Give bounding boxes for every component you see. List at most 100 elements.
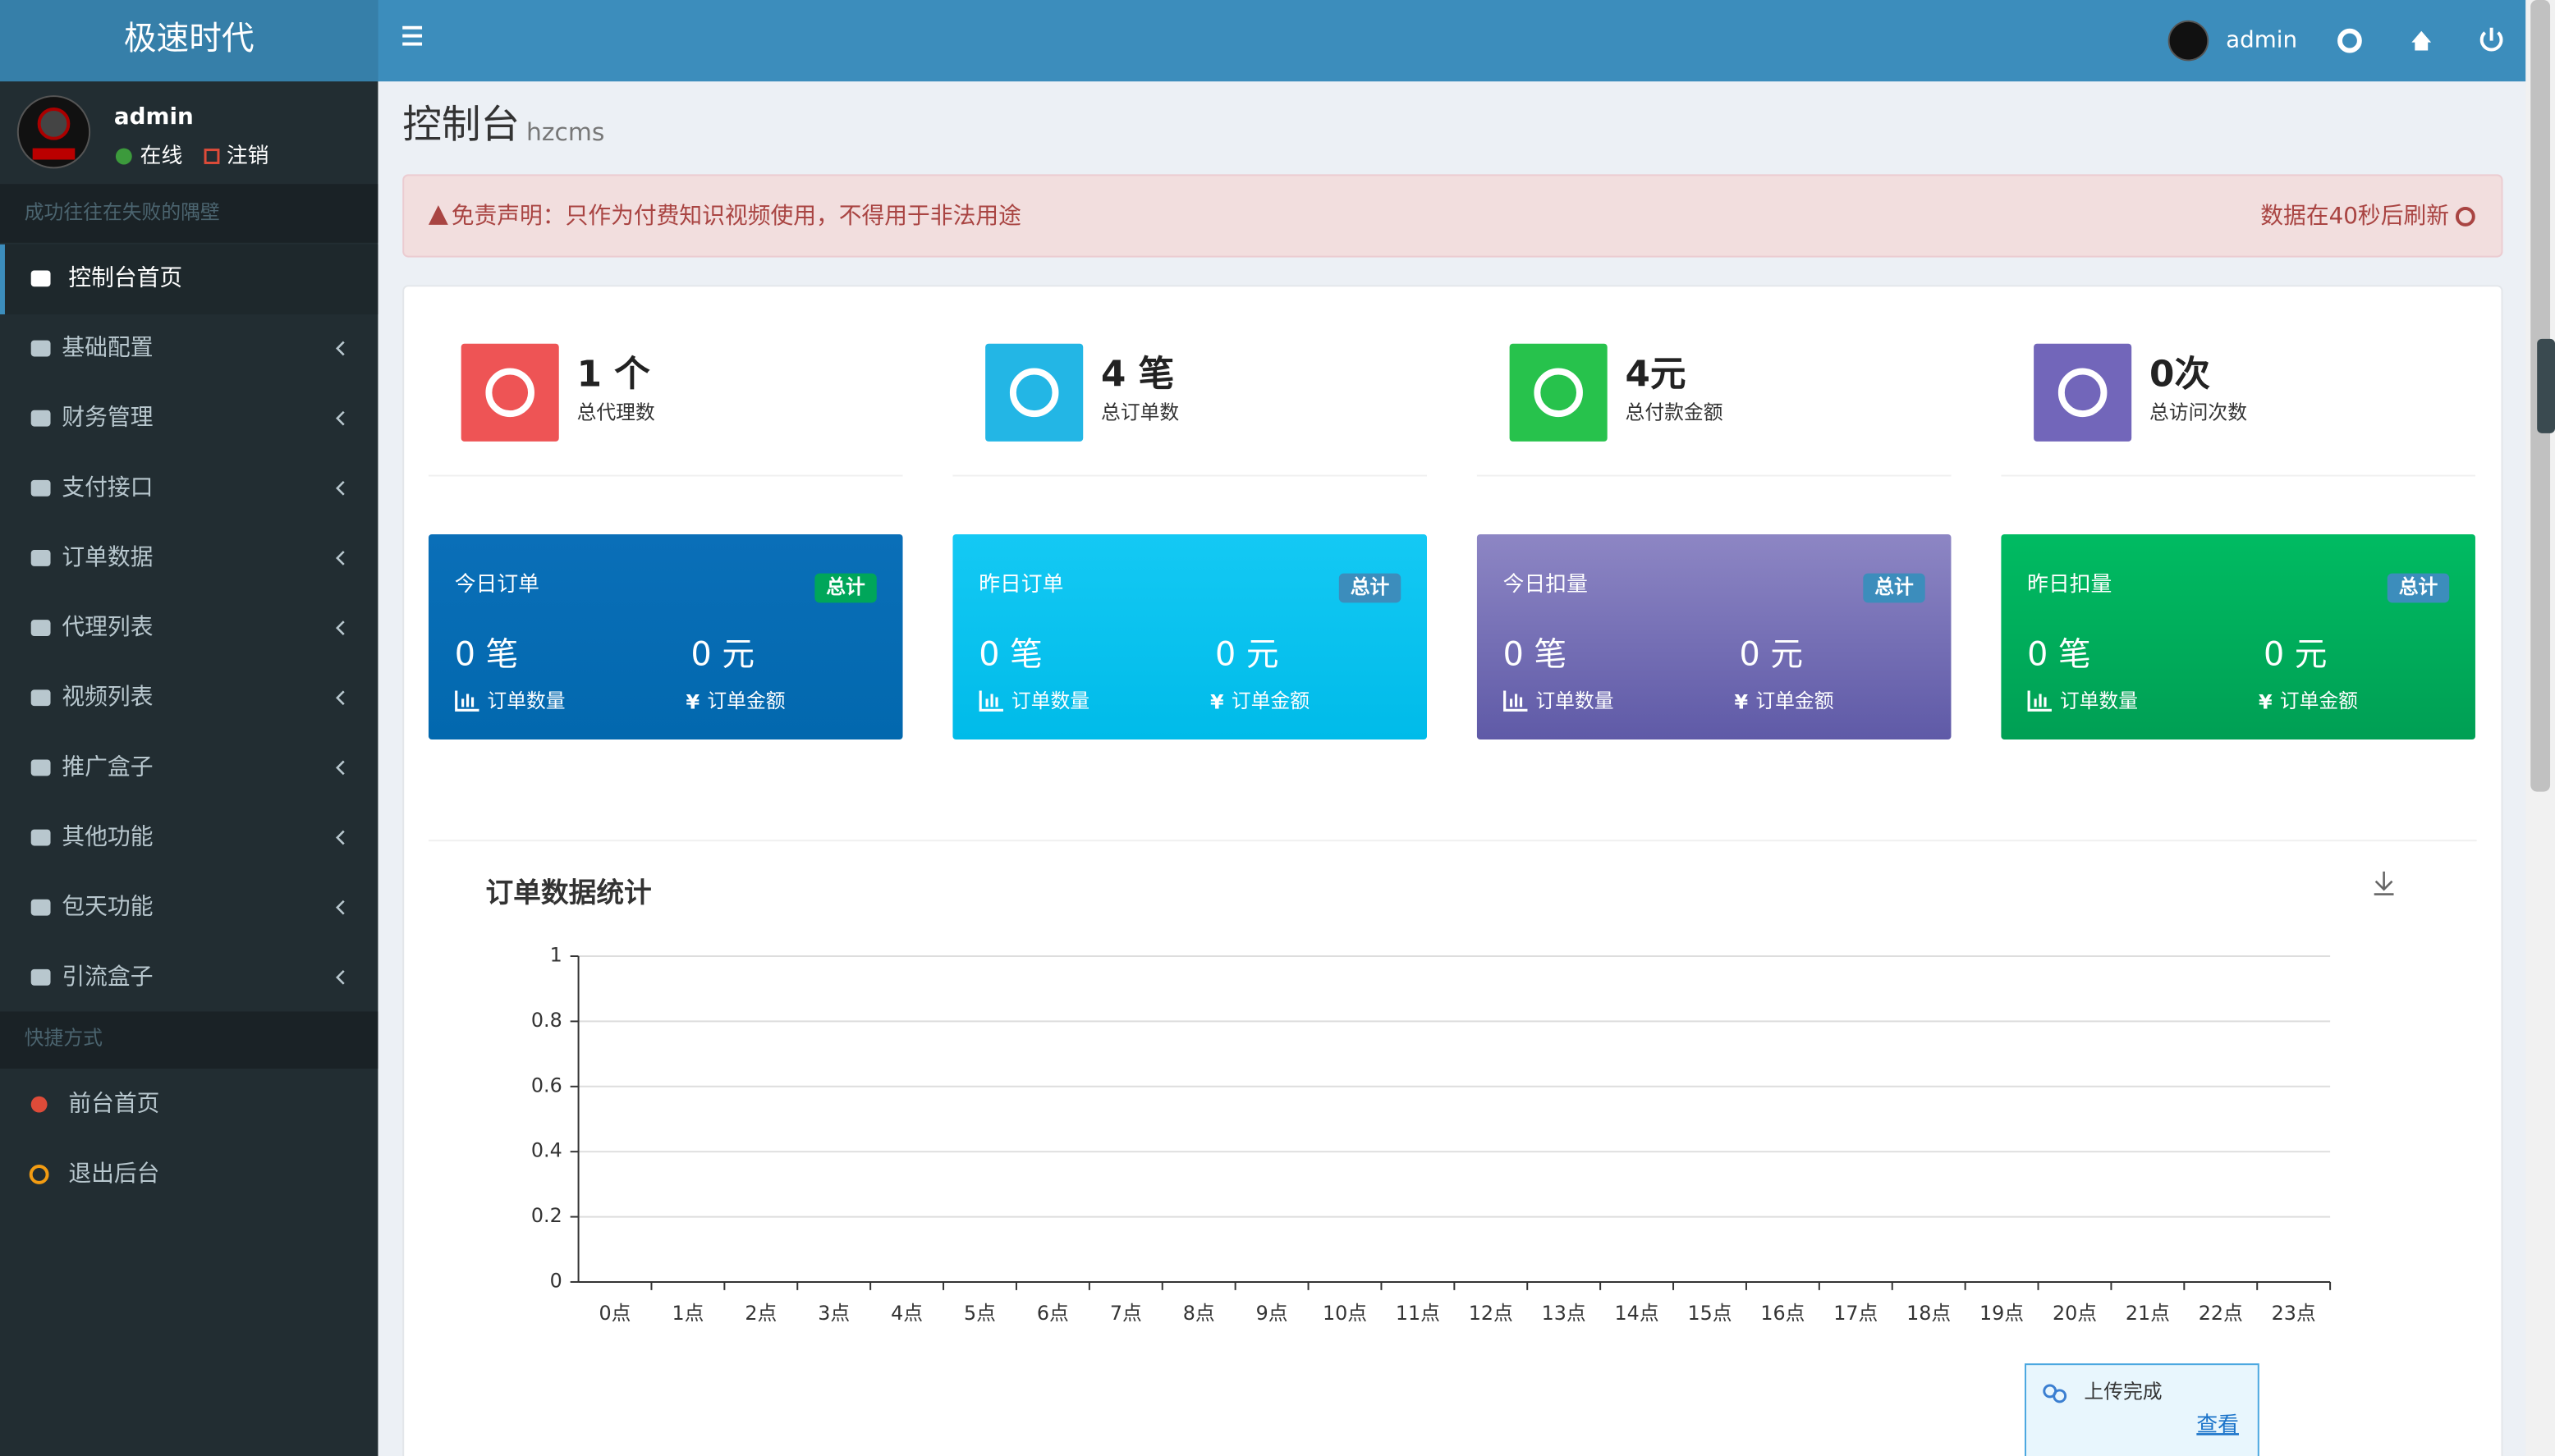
refresh-icon[interactable]	[2455, 207, 2475, 227]
x-tick-label: 5点	[964, 1302, 996, 1325]
stat-glyph	[2057, 368, 2108, 418]
x-tick-label: 6点	[1037, 1302, 1069, 1325]
menu-item[interactable]: 支付接口	[62, 474, 153, 501]
card-count: 0 笔	[979, 635, 1043, 673]
card-count-label: 订单数量	[2060, 689, 2138, 712]
stat-value: 4 笔	[1101, 353, 1174, 395]
x-tick-label: 7点	[1110, 1302, 1142, 1325]
hamburger[interactable]	[402, 25, 423, 46]
card-badge-text: 总计	[1874, 575, 1914, 598]
card-badge-text: 总计	[826, 575, 865, 598]
quick-bar	[0, 1011, 378, 1069]
yen-icon	[2259, 688, 2278, 717]
stat-glyph	[485, 368, 534, 418]
card-amount-label: 订单金额	[707, 689, 785, 712]
home-top-icon[interactable]	[2411, 30, 2432, 51]
card-count-label: 订单数量	[1011, 689, 1089, 712]
card-count: 0 笔	[2027, 635, 2091, 673]
menu-icon	[30, 410, 51, 427]
power-icon	[29, 1165, 49, 1184]
user-name: admin	[114, 103, 194, 130]
home-icon	[30, 1096, 48, 1113]
stat-value: 0次	[2149, 353, 2210, 395]
logout-icon	[204, 149, 220, 164]
quick-item[interactable]: 前台首页	[68, 1090, 159, 1117]
menu-icon	[30, 620, 51, 637]
brand-bar	[0, 0, 378, 82]
menu-chevron	[336, 830, 345, 845]
card-title: 昨日扣量	[2027, 572, 2112, 597]
menu-item[interactable]: 引流盒子	[62, 963, 153, 990]
menu-item[interactable]: 订单数据	[62, 543, 153, 570]
card-count: 0 笔	[455, 635, 519, 673]
top-user[interactable]: admin	[2226, 26, 2297, 53]
menu-item[interactable]: 财务管理	[62, 404, 153, 431]
stat-value: 4元	[1626, 353, 1686, 395]
menu-item[interactable]: 基础配置	[62, 334, 153, 361]
menu-chevron	[336, 969, 345, 985]
download-icon[interactable]	[2374, 871, 2394, 895]
quick-item[interactable]: 退出后台	[68, 1160, 159, 1187]
alert-text: 免责声明：只作为付费知识视频使用，不得用于非法用途	[452, 202, 1021, 229]
yen-icon	[686, 688, 706, 717]
x-tick-label: 16点	[1760, 1302, 1805, 1325]
menu-chevron	[336, 900, 345, 915]
card-title: 今日扣量	[1503, 572, 1588, 597]
card-badge	[1863, 573, 1925, 603]
top-avatar	[2167, 20, 2209, 62]
menu-item[interactable]: 包天功能	[62, 893, 153, 920]
x-tick-label: 19点	[1979, 1302, 2024, 1325]
card	[952, 533, 1428, 740]
menu-item[interactable]: 推广盒子	[62, 753, 153, 780]
menu-chevron	[336, 341, 345, 356]
card-badge	[2387, 573, 2450, 603]
menu-item[interactable]: 视频列表	[62, 683, 153, 710]
x-tick-label: 12点	[1469, 1302, 1513, 1325]
quick-title: 快捷方式	[25, 1027, 103, 1050]
status-dot	[115, 148, 132, 165]
toast-link[interactable]: 查看	[2196, 1413, 2239, 1437]
page-title: 控制台	[402, 103, 520, 148]
yen-glyph	[1210, 688, 1230, 717]
menu-item[interactable]: 其他功能	[62, 823, 153, 850]
logout[interactable]: 注销	[227, 144, 269, 168]
yen-glyph	[2259, 688, 2278, 717]
x-tick-label: 8点	[1183, 1302, 1215, 1325]
x-tick-label: 0点	[599, 1302, 631, 1325]
menu-item[interactable]: 控制台首页	[68, 263, 182, 291]
x-tick-label: 1点	[672, 1302, 704, 1325]
menu-item[interactable]: 代理列表	[62, 613, 153, 640]
stat-icon	[985, 343, 1084, 442]
yen-icon	[1210, 688, 1230, 717]
power-top-icon[interactable]	[2479, 31, 2503, 52]
card-badge-text: 总计	[1351, 575, 1390, 598]
x-tick-label: 11点	[1396, 1302, 1440, 1325]
x-tick-label: 4点	[891, 1302, 923, 1325]
x-tick-label: 10点	[1323, 1302, 1367, 1325]
stat-label: 总付款金额	[1626, 401, 1723, 424]
side-handle[interactable]	[2537, 338, 2555, 433]
main-box	[402, 285, 2503, 1456]
card-count: 0 笔	[1503, 635, 1567, 673]
yen-glyph	[686, 688, 706, 717]
stat-label: 总订单数	[1101, 401, 1179, 424]
menu-chevron	[336, 760, 345, 776]
stat-label: 总访问次数	[2149, 401, 2247, 424]
settings-icon[interactable]	[2337, 28, 2362, 53]
bar-icon	[2027, 690, 2052, 712]
card-amount-label: 订单金额	[2280, 689, 2358, 712]
menu-icon	[30, 340, 51, 357]
card-count-label: 订单数量	[1535, 689, 1613, 712]
topbar	[378, 0, 2526, 82]
x-tick-label: 23点	[2272, 1302, 2316, 1325]
card-amount: 0 元	[1739, 635, 1803, 673]
toast-icon	[2053, 1389, 2067, 1403]
x-tick-label: 3点	[818, 1302, 850, 1325]
menu-active-bg	[0, 244, 378, 315]
bar-icon	[455, 690, 479, 712]
bar-icon	[979, 690, 1003, 712]
x-tick-label: 15点	[1687, 1302, 1732, 1325]
